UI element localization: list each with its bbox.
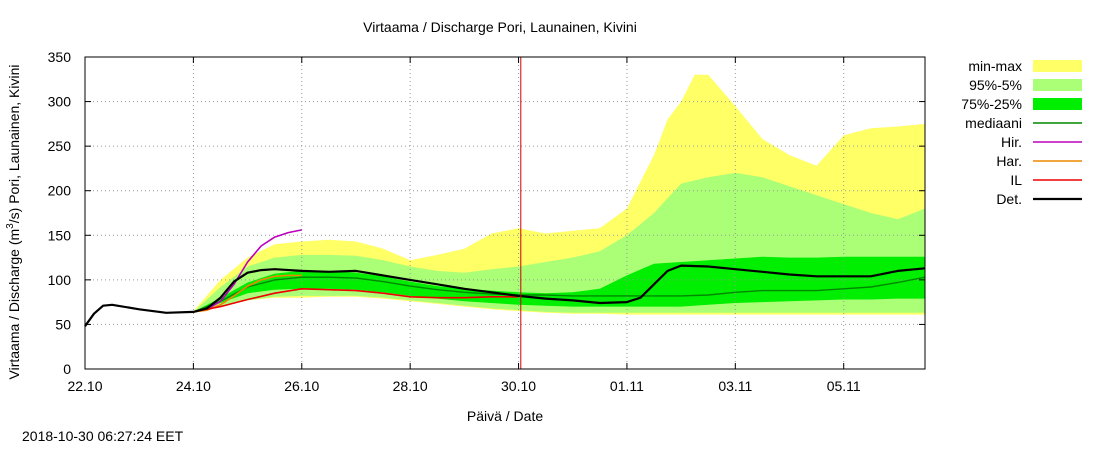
x-tick-label: 28.10 (393, 378, 428, 394)
x-tick-label: 03.11 (718, 378, 752, 394)
series-line-hir (193, 229, 302, 313)
series-line-mediaani (193, 276, 926, 313)
x-tick-label: 26.10 (284, 378, 319, 394)
y-tick-label: 350 (48, 49, 72, 65)
legend-swatch (1033, 79, 1082, 91)
x-tick-label: 05.11 (827, 378, 861, 394)
x-tick-label: 24.10 (176, 378, 211, 394)
series-line-det (84, 264, 926, 327)
timestamp: 2018-10-30 06:27:24 EET (22, 428, 184, 444)
legend-label: mediaani (965, 115, 1022, 131)
legend-label: Har. (996, 153, 1022, 169)
legend-label: 75%-25% (961, 96, 1022, 112)
x-tick-label: 22.10 (67, 378, 102, 394)
legend-label: min-max (968, 58, 1022, 74)
legend-label: Det. (996, 191, 1022, 207)
legend-label: Hir. (1001, 134, 1022, 150)
legend-swatch (1033, 98, 1082, 110)
chart-title: Virtaama / Discharge Pori, Launainen, Ki… (363, 19, 637, 35)
x-tick-label: 30.10 (501, 378, 536, 394)
y-tick-label: 50 (55, 316, 71, 332)
legend-label: 95%-5% (969, 77, 1022, 93)
plot-frame (84, 56, 926, 370)
y-tick-label: 150 (48, 227, 72, 243)
legend-swatch (1033, 60, 1082, 72)
y-axis-label: Virtaama / Discharge (m3/s) Pori, Launai… (5, 64, 22, 379)
legend: min-max 95%-5% 75%-25% mediaani Hir. Har. IL De… (961, 58, 1082, 207)
y-tick-label: 200 (48, 183, 72, 199)
y-tick-label: 300 (48, 94, 72, 110)
y-tick-label: 100 (48, 272, 72, 288)
y-tick-label: 0 (63, 361, 71, 377)
x-axis-label: Päivä / Date (467, 408, 543, 424)
legend-label: IL (1010, 172, 1022, 188)
x-tick-label: 01.11 (610, 378, 644, 394)
series-line-il (193, 287, 519, 313)
y-tick-label: 250 (48, 138, 72, 154)
plot-area: 0 50 100 150 200 250 300 350 22.10 24.10 26.10 28.1… (48, 49, 926, 394)
